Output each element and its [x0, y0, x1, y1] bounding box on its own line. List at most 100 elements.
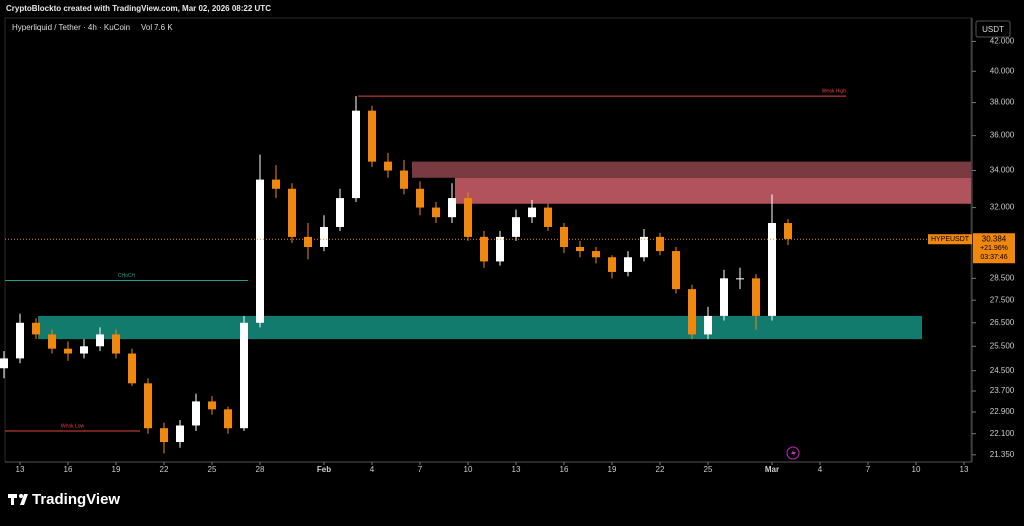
- logo: TradingView: [32, 491, 120, 508]
- event-icon[interactable]: [786, 446, 800, 460]
- plot: Weak High CHoCH Weak Low: [0, 89, 971, 454]
- level-label: Weak High: [822, 89, 847, 95]
- candle-body: [624, 257, 632, 272]
- candle-body: [752, 278, 760, 316]
- x-tick-label: Mar: [765, 465, 779, 474]
- y-tick-label: 25.500: [990, 341, 1015, 350]
- candle-body: [128, 353, 136, 384]
- candle-body: [176, 425, 184, 443]
- candle-body: [0, 358, 8, 369]
- x-tick-label: 7: [418, 465, 423, 474]
- x-tick-label: 10: [464, 465, 473, 474]
- candle-body: [784, 223, 792, 239]
- candle-body: [688, 289, 696, 335]
- candle-body: [160, 428, 168, 443]
- candle-body: [144, 383, 152, 429]
- candle-body: [336, 198, 344, 227]
- y-tick-label: 32.000: [990, 203, 1015, 212]
- candle-body: [768, 223, 776, 316]
- y-tick-label: 22.900: [990, 407, 1015, 416]
- x-tick-label: 28: [256, 465, 265, 474]
- x-tick-label: 7: [866, 465, 871, 474]
- candle-body: [704, 315, 712, 335]
- symbol-tag-label: HYPEUSDT: [931, 236, 970, 243]
- candle-body: [272, 179, 280, 189]
- zone: [412, 161, 971, 178]
- candle-body: [576, 246, 584, 252]
- x-tick-label: 13: [512, 465, 521, 474]
- candle-body: [480, 236, 488, 262]
- candle-body: [464, 198, 472, 237]
- x-tick-label: 4: [370, 465, 375, 474]
- candle-body: [48, 334, 56, 349]
- candle-body: [560, 226, 568, 247]
- event-icon-bolt: [791, 449, 796, 457]
- candle-body: [592, 251, 600, 258]
- candle-body: [32, 322, 40, 335]
- candle-body: [112, 334, 120, 354]
- y-tick-label: 34.000: [990, 166, 1015, 175]
- volume-label: Vol: [141, 23, 152, 32]
- x-tick-label: 13: [16, 465, 25, 474]
- candle-body: [544, 207, 552, 227]
- x-tick-label: 25: [208, 465, 217, 474]
- candle-body: [736, 278, 744, 280]
- x-tick-label: 4: [818, 465, 823, 474]
- y-tick-label: 38.000: [990, 98, 1015, 107]
- candle-body: [304, 236, 312, 247]
- candle-body: [96, 334, 104, 347]
- candle-body: [496, 236, 504, 262]
- candle-body: [672, 251, 680, 290]
- zone: [455, 177, 971, 204]
- level-label: Weak Low: [61, 423, 85, 429]
- candle-body: [320, 226, 328, 247]
- logo-mark: [8, 494, 28, 505]
- candle-body: [608, 257, 616, 272]
- candle-body: [352, 110, 360, 199]
- x-tick-label: 16: [64, 465, 73, 474]
- y-tick-label: 23.700: [990, 386, 1015, 395]
- x-tick-label: 10: [912, 465, 921, 474]
- candle-body: [656, 236, 664, 252]
- x-tick-label: 19: [608, 465, 617, 474]
- price-tag: [973, 233, 1015, 264]
- volume: 7.6 K: [154, 23, 173, 32]
- candle-body: [368, 110, 376, 162]
- zone: [38, 315, 922, 340]
- candle-body: [640, 236, 648, 258]
- symbol-title: Hyperliquid / Tether · 4h · KuCoin: [12, 23, 130, 32]
- candle-body: [432, 207, 440, 218]
- currency-box[interactable]: [975, 20, 1011, 38]
- candle-body: [16, 322, 24, 359]
- candle-body: [400, 170, 408, 189]
- y-tick-label: 40.000: [990, 66, 1015, 75]
- candle-body: [416, 188, 424, 208]
- x-tick-label: 25: [704, 465, 713, 474]
- y-tick-label: 22.100: [990, 429, 1015, 438]
- header: CryptoBlockto created with TradingView.c…: [6, 4, 271, 13]
- candle-body: [720, 278, 728, 316]
- candle-body: [384, 161, 392, 171]
- candle-body: [528, 207, 536, 218]
- candle-body: [80, 346, 88, 354]
- x-tick-label: 16: [560, 465, 569, 474]
- candle-body: [288, 188, 296, 237]
- candle-body: [64, 348, 72, 354]
- x-tick-label: Feb: [317, 465, 331, 474]
- x-tick-label: 19: [112, 465, 121, 474]
- level-label: CHoCH: [118, 273, 136, 279]
- candle-body: [208, 401, 216, 410]
- y-tick-label: 28.500: [990, 273, 1015, 282]
- price-tag-change: +21.96%: [980, 245, 1008, 252]
- currency[interactable]: USDT: [982, 25, 1004, 34]
- y-tick-label: 26.500: [990, 318, 1015, 327]
- y-tick-label: 24.500: [990, 366, 1015, 375]
- price-tag-countdown: 03:37:46: [980, 254, 1007, 261]
- candle-body: [448, 198, 456, 218]
- y-tick-label: 36.000: [990, 131, 1015, 140]
- candle-body: [192, 401, 200, 426]
- candle-body: [512, 217, 520, 237]
